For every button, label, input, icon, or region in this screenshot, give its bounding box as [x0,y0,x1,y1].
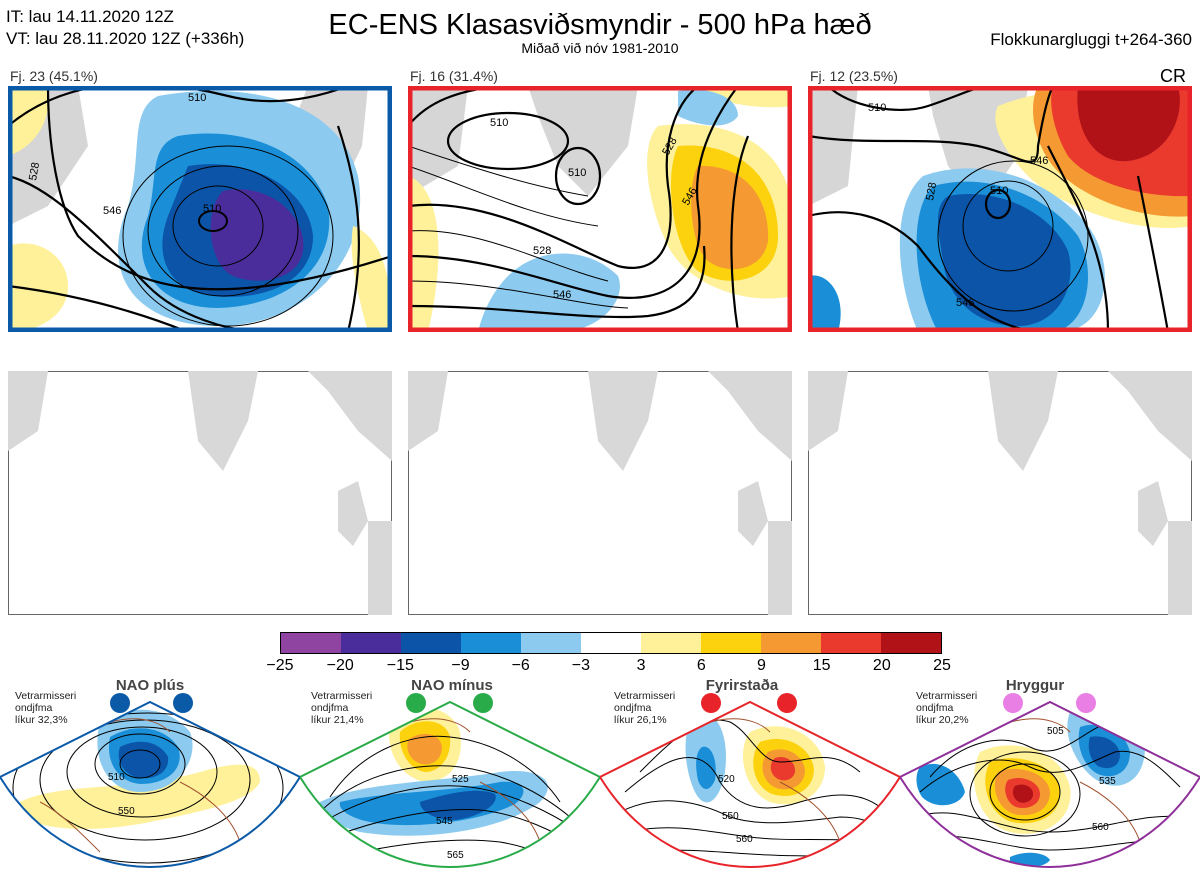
contour-label: 510 [188,92,206,104]
contour-label: 510 [108,772,125,783]
regime-4-map: 505 535 560 [900,693,1200,869]
regime-4-note: Vetrarmisseri ondjfma líkur 20,2% [916,690,978,726]
regime-4-title: Hryggur [1005,677,1065,694]
colorbar-tick: 15 [812,657,831,674]
colorbar-tick: −15 [386,657,414,674]
anomaly-pos-right [351,226,392,332]
classification-window: Flokkunargluggi t+264-360 [990,30,1192,49]
regime-1-map: 510 550 [0,693,300,869]
cluster-1-label: Fj. 23 (45.1%) [10,68,98,84]
empty-map-1 [8,371,392,615]
regime-1-title: NAO plús [115,677,185,694]
contour-label: 525 [452,774,469,785]
colorbar-swatch [341,633,401,653]
contour-label: 560 [1092,822,1109,833]
regime-2-note: Vetrarmisseri ondjfma líkur 21,4% [311,690,373,726]
contour-label: 545 [436,816,453,827]
contour-label: 565 [447,850,464,861]
page-subtitle: Miðað við nóv 1981-2010 [521,40,679,56]
regime-2-title: NAO mínus [411,677,493,694]
colorbar-swatch [641,633,701,653]
anomaly-neg-core [210,189,304,281]
contour-label: 546 [1030,155,1048,167]
colorbar-swatch [401,633,461,653]
valid-time: VT: lau 28.11.2020 12Z (+336h) [6,29,245,48]
regime-2-map: 525 545 565 [300,693,600,869]
land-canada [808,86,858,206]
colorbar-swatch [521,633,581,653]
colorbar [280,632,942,654]
initial-time: IT: lau 14.11.2020 12Z [6,7,174,26]
contour-label: 510 [990,185,1008,197]
empty-map-2 [408,371,792,615]
contour-label: 546 [956,297,974,309]
contour-label: 550 [118,806,135,817]
contour-label: 528 [924,181,939,201]
empty-map-3 [808,371,1192,615]
colorbar-tick: −3 [571,657,590,674]
cluster-2-label: Fj. 16 (31.4%) [410,68,498,84]
colorbar-tick: 6 [696,657,706,674]
cluster-map-3: 510 546 510 546 528 [808,86,1192,332]
colorbar-tick: 25 [933,657,951,674]
cluster-3-label: Fj. 12 (23.5%) [810,68,898,84]
contour-label: 546 [103,205,121,217]
contour-label: 520 [718,774,735,785]
contour-label: 510 [203,203,221,215]
contour-label: 560 [736,834,753,845]
colorbar-tick: −20 [326,657,354,674]
colorbar-tick: −25 [266,657,294,674]
contour-label: 505 [1047,726,1064,737]
land-canada [408,86,468,196]
contour-label: 528 [533,245,551,257]
contour-label: 510 [868,102,886,114]
colorbar-tick: 3 [636,657,646,674]
header-times: IT: lau 14.11.2020 12Z VT: lau 28.11.202… [6,6,244,50]
colorbar-swatch [821,633,881,653]
cr-label: CR [1160,66,1186,86]
colorbar-tick: 20 [872,657,891,674]
cluster-map-1: 510 528 546 510 [8,86,392,332]
anomaly-neg-left [808,275,841,332]
regime-3-note: Vetrarmisseri ondjfma líkur 26,1% [614,690,676,726]
anomaly-pos-top [688,86,792,108]
anomaly-pos-top [8,86,49,156]
colorbar-swatch [701,633,761,653]
colorbar-swatch [461,633,521,653]
anomaly-pos-strong [691,165,769,270]
anomaly-pos-left [408,176,439,332]
anomaly-pos-core [1077,86,1180,162]
contour-label: 535 [1099,776,1116,787]
colorbar-tick: −9 [451,657,470,674]
contour-label: 528 [27,161,42,181]
anomaly-pos-left [8,243,68,332]
land-greenland [528,86,638,196]
colorbar-swatch [281,633,341,653]
colorbar-swatch [761,633,821,653]
contour-label: 546 [553,289,571,301]
colorbar-tick: −6 [511,657,530,674]
colorbar-tick: 9 [757,657,766,674]
cluster-map-2: 510 510 528 546 528 546 [408,86,792,332]
regime-3-map: 520 550 560 [600,693,900,869]
anomaly-neg [478,253,620,332]
contour-label: 550 [722,811,739,822]
colorbar-ticks: −25 −20 −15 −9 −6 −3 3 6 9 15 20 25 [266,657,950,677]
colorbar-swatch [581,633,641,653]
page-title: EC-ENS Klasasviðsmyndir - 500 hPa hæð [328,9,872,41]
colorbar-swatch [881,633,941,653]
regime-1-note: Vetrarmisseri ondjfma líkur 32,3% [15,690,77,726]
regime-3-title: Fyrirstaða [705,677,779,694]
anomaly-neg-top [678,89,738,126]
anomaly-neg-strong [938,194,1071,326]
contour-label: 510 [568,167,586,179]
contour-label: 510 [490,117,508,129]
